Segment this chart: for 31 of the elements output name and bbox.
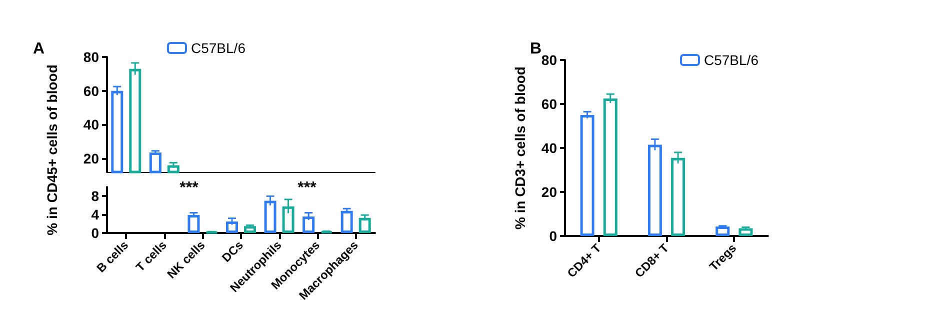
- bar: [188, 215, 200, 233]
- y-tick-label: 40: [541, 140, 558, 156]
- bar: [603, 98, 618, 236]
- y-axis-title: % in CD45+ cells of blood: [44, 64, 60, 236]
- bar: [302, 216, 315, 233]
- chart-title: B: [530, 40, 542, 58]
- y-tick-label: 20: [83, 150, 100, 166]
- y-tick-label: 40: [83, 116, 100, 133]
- y-tick-label: 0: [91, 225, 100, 241]
- y-axis-title: % in CD3+ cells of blood: [512, 66, 528, 230]
- bar: [226, 222, 238, 233]
- legend-label: C57BL/6: [191, 40, 246, 56]
- bar: [358, 218, 371, 233]
- annotation: ***: [180, 180, 200, 196]
- chart-title: A: [33, 40, 45, 58]
- y-tick-label: 4: [91, 206, 100, 223]
- y-tick-label: 0: [549, 228, 558, 244]
- bar: [264, 200, 276, 233]
- y-tick-label: 60: [541, 96, 558, 112]
- y-tick-label: 8: [91, 188, 100, 204]
- y-tick-label: 20: [541, 184, 558, 200]
- legend-label: C57BL/6: [704, 52, 759, 68]
- y-tick-label: 80: [83, 49, 100, 65]
- bar: [244, 226, 256, 233]
- y-tick-label: 80: [541, 52, 558, 68]
- bar: [340, 210, 353, 233]
- bar: [580, 115, 594, 236]
- bar: [738, 228, 753, 236]
- y-tick-label: 60: [83, 82, 100, 99]
- bar: [716, 226, 730, 236]
- annotation: ***: [298, 180, 318, 196]
